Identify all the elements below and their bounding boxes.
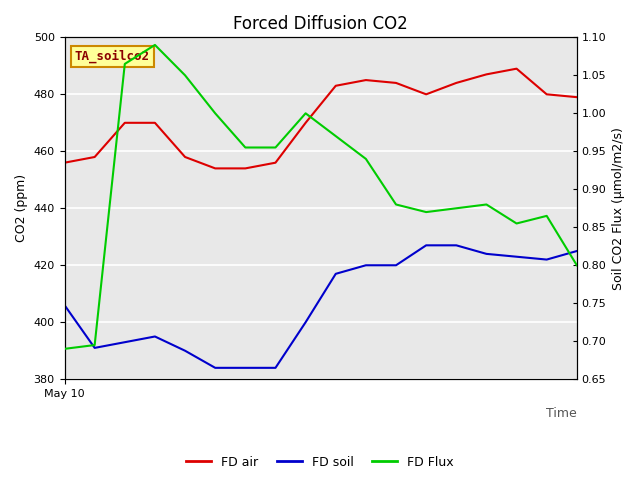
Text: TA_soilco2: TA_soilco2	[75, 49, 150, 63]
Text: Time: Time	[546, 407, 577, 420]
Title: Forced Diffusion CO2: Forced Diffusion CO2	[234, 15, 408, 33]
Y-axis label: Soil CO2 Flux (μmol/m2/s): Soil CO2 Flux (μmol/m2/s)	[612, 127, 625, 290]
Y-axis label: CO2 (ppm): CO2 (ppm)	[15, 174, 28, 242]
Legend: FD air, FD soil, FD Flux: FD air, FD soil, FD Flux	[181, 451, 459, 474]
